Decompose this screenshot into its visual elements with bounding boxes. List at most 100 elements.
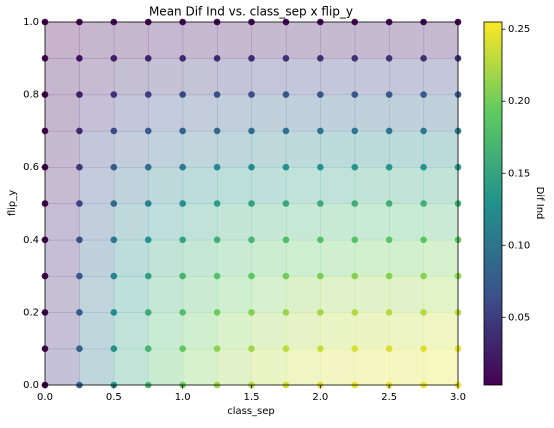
y-tick-label: 0.0 bbox=[23, 380, 39, 391]
contour-fill bbox=[182, 348, 218, 386]
contour-fill bbox=[251, 203, 287, 241]
x-tick-label: 3.0 bbox=[450, 392, 466, 403]
contour-fill bbox=[354, 130, 390, 168]
contour-fill bbox=[217, 94, 252, 132]
colorbar bbox=[483, 21, 503, 386]
point bbox=[351, 272, 359, 280]
point bbox=[385, 91, 393, 98]
point bbox=[213, 127, 221, 135]
contour-fill bbox=[113, 348, 149, 386]
contour-fill bbox=[148, 94, 184, 132]
contour-fill bbox=[423, 203, 459, 241]
point bbox=[179, 163, 186, 171]
point bbox=[351, 345, 359, 353]
point bbox=[248, 55, 255, 62]
contour-fill bbox=[45, 58, 80, 96]
contour-fill bbox=[113, 58, 149, 96]
contour-fill bbox=[217, 239, 252, 277]
point bbox=[248, 236, 255, 244]
contour-fill bbox=[423, 239, 459, 277]
point bbox=[385, 163, 393, 171]
point bbox=[317, 127, 324, 135]
point bbox=[76, 55, 83, 62]
contour-fill bbox=[320, 167, 356, 204]
contour-fill bbox=[182, 167, 218, 204]
point bbox=[248, 200, 255, 207]
contour-fill bbox=[217, 276, 252, 313]
point bbox=[420, 272, 427, 280]
point bbox=[76, 272, 83, 280]
point bbox=[144, 272, 152, 280]
colorbar-tick-label: 0.25 bbox=[508, 24, 530, 35]
point bbox=[76, 345, 83, 353]
point bbox=[282, 309, 290, 316]
contour-fill bbox=[45, 312, 80, 350]
point bbox=[420, 236, 427, 244]
contour-fill bbox=[354, 22, 390, 59]
contour-fill bbox=[148, 312, 184, 350]
contour-fill bbox=[285, 276, 321, 313]
contour-fill bbox=[389, 167, 425, 204]
contour-fill bbox=[389, 348, 425, 386]
contour-fill bbox=[182, 312, 218, 350]
contour-fill bbox=[285, 312, 321, 350]
y-axis-label: flip_y bbox=[7, 190, 18, 216]
point bbox=[110, 309, 118, 316]
contour-fill bbox=[148, 58, 184, 96]
contour-fill bbox=[45, 203, 80, 241]
contour-fill bbox=[79, 167, 115, 204]
contour-fill bbox=[389, 203, 425, 241]
contour-fill bbox=[79, 203, 115, 241]
contour-fill bbox=[217, 22, 252, 59]
contour-fill bbox=[251, 312, 287, 350]
contour-fill bbox=[45, 239, 80, 277]
contour-fill bbox=[113, 276, 149, 313]
contour-fill bbox=[251, 348, 287, 386]
point bbox=[110, 127, 118, 135]
point bbox=[76, 200, 83, 207]
point bbox=[110, 163, 118, 171]
contour-fill bbox=[320, 276, 356, 313]
point bbox=[385, 236, 393, 244]
contour-fill bbox=[320, 94, 356, 132]
contour-fill bbox=[354, 58, 390, 96]
contour-fill bbox=[423, 167, 459, 204]
point bbox=[420, 200, 427, 207]
contour-fill bbox=[320, 312, 356, 350]
point bbox=[248, 163, 255, 171]
point bbox=[282, 345, 290, 353]
point bbox=[76, 91, 83, 98]
point bbox=[213, 309, 221, 316]
contour-fill bbox=[389, 239, 425, 277]
contour-fill bbox=[389, 94, 425, 132]
contour-fill bbox=[389, 130, 425, 168]
point bbox=[385, 309, 393, 316]
point bbox=[179, 91, 186, 98]
point bbox=[317, 272, 324, 280]
point bbox=[282, 236, 290, 244]
point bbox=[385, 345, 393, 353]
point bbox=[282, 55, 290, 62]
point bbox=[76, 236, 83, 244]
point bbox=[213, 236, 221, 244]
point bbox=[420, 55, 427, 62]
colorbar-tick-label: 0.20 bbox=[508, 96, 530, 107]
point bbox=[179, 309, 186, 316]
x-tick-label: 0.0 bbox=[37, 392, 53, 403]
point bbox=[420, 163, 427, 171]
contour-fill bbox=[79, 58, 115, 96]
point bbox=[213, 345, 221, 353]
point bbox=[144, 345, 152, 353]
point bbox=[317, 345, 324, 353]
contour-fill bbox=[217, 58, 252, 96]
contour-fill bbox=[79, 22, 115, 59]
contour-fill bbox=[389, 276, 425, 313]
contour-fill bbox=[251, 167, 287, 204]
contour-fill bbox=[423, 130, 459, 168]
contour-fill bbox=[320, 203, 356, 241]
contour-fill bbox=[148, 203, 184, 241]
point bbox=[248, 309, 255, 316]
y-tick-label: 0.2 bbox=[23, 307, 39, 318]
point bbox=[76, 309, 83, 316]
point bbox=[385, 200, 393, 207]
